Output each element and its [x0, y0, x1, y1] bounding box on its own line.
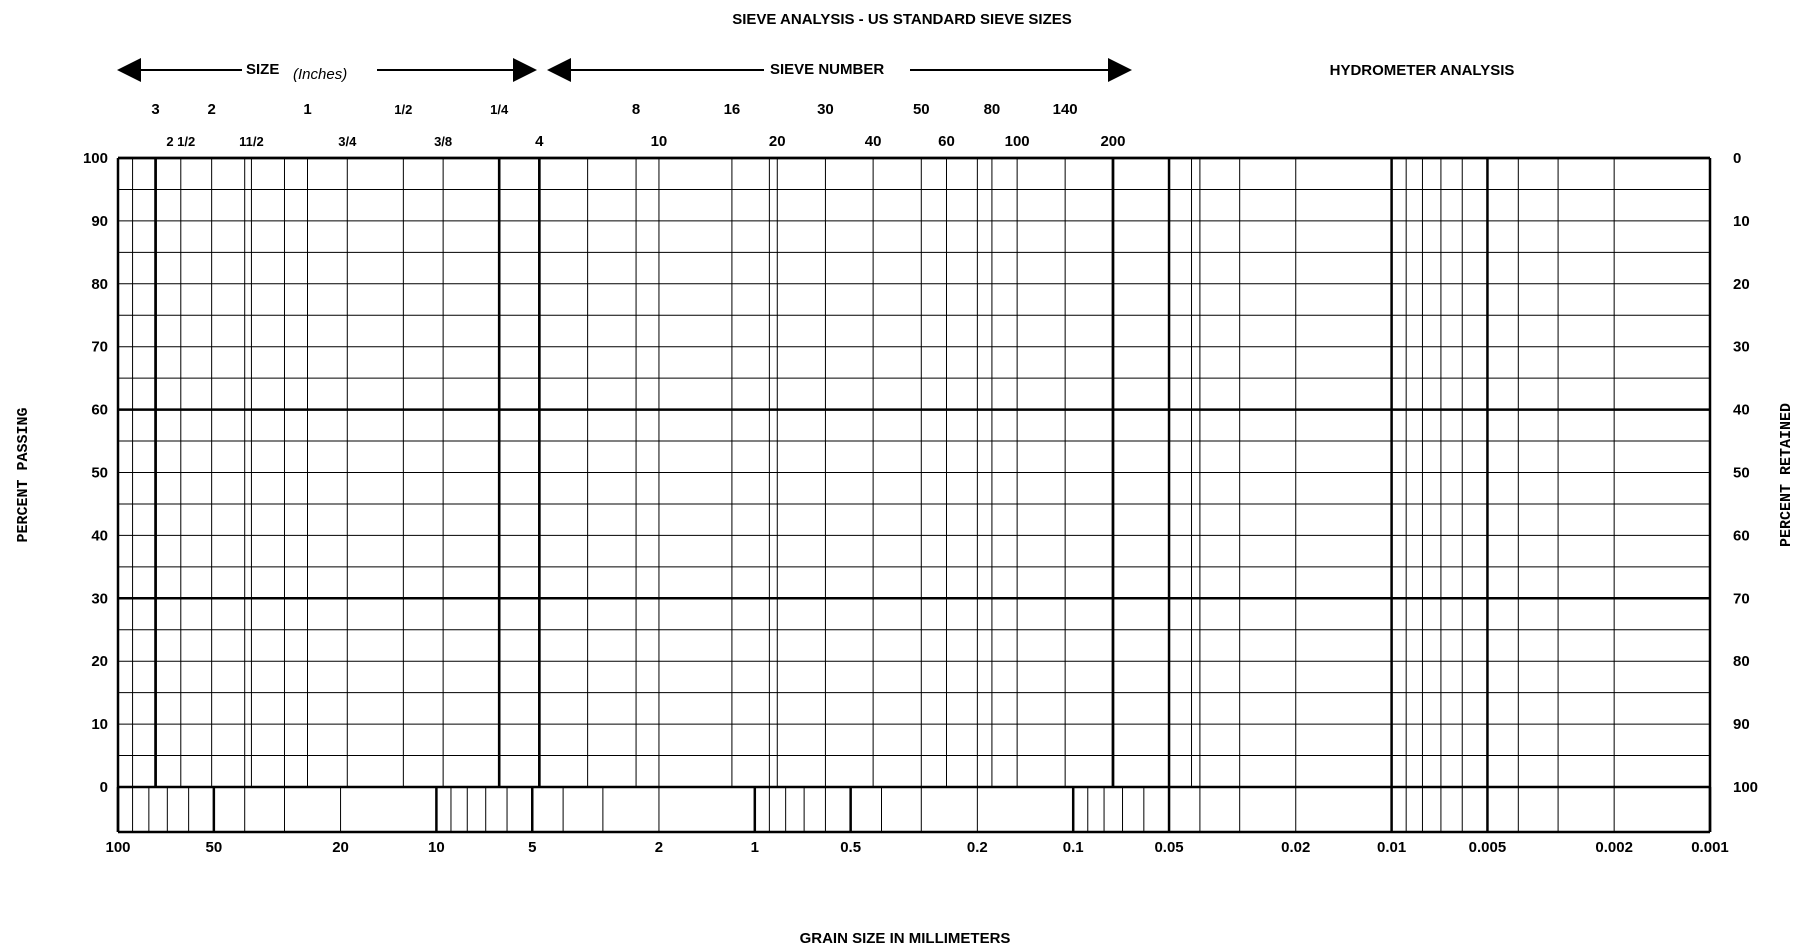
- inch-size-label: 1/4: [490, 102, 509, 117]
- x-tick-label: 0.001: [1691, 839, 1729, 856]
- inch-size-label: 2: [207, 101, 215, 118]
- size-arrow-right-head: [513, 58, 537, 82]
- inch-size-label: 1: [303, 101, 311, 118]
- y-tick-label-right: 30: [1733, 339, 1750, 356]
- sieve-number-label: 10: [651, 133, 668, 150]
- sieve-number-label: 20: [769, 133, 786, 150]
- y-tick-label-right: 80: [1733, 653, 1750, 670]
- inch-size-label: 2 1/2: [166, 134, 195, 149]
- y-tick-label-left: 90: [91, 213, 108, 230]
- sieve-number-label: 30: [817, 101, 834, 118]
- y-axis-title-right: PERCENT RETAINED: [1778, 403, 1795, 547]
- x-tick-label: 0.5: [840, 839, 861, 856]
- size-inches-header: SIZE (Inches): [117, 58, 537, 83]
- y-tick-label-left: 40: [91, 527, 108, 544]
- size-header-label: SIZE: [246, 61, 279, 78]
- y-tick-label-left: 70: [91, 339, 108, 356]
- inch-size-label: 3/4: [338, 134, 357, 149]
- size-arrow-left-head: [117, 58, 141, 82]
- y-tick-label-left: 60: [91, 402, 108, 419]
- sieve-number-label: 100: [1005, 133, 1030, 150]
- y-tick-label-left: 30: [91, 590, 108, 607]
- x-tick-label: 0.2: [967, 839, 988, 856]
- y-tick-label-right: 20: [1733, 276, 1750, 293]
- x-tick-label: 1: [751, 839, 759, 856]
- sieve-number-label: 8: [632, 101, 640, 118]
- inch-size-label: 3/8: [434, 134, 452, 149]
- y-tick-label-right: 70: [1733, 590, 1750, 607]
- y-axis-title-left: PERCENT PASSING: [15, 407, 32, 542]
- x-tick-label: 0.01: [1377, 839, 1406, 856]
- sieve-number-header: SIEVE NUMBER: [547, 58, 1132, 82]
- y-tick-label-left: 20: [91, 653, 108, 670]
- inch-size-label: 3: [151, 101, 159, 118]
- sieve-number-label: 80: [984, 101, 1001, 118]
- sieve-number-label: 40: [865, 133, 882, 150]
- sieve-arrow-right-head: [1108, 58, 1132, 82]
- y-tick-label-right: 50: [1733, 465, 1750, 482]
- x-tick-label: 0.05: [1154, 839, 1183, 856]
- sieve-number-label: 16: [724, 101, 741, 118]
- y-tick-label-left: 50: [91, 465, 108, 482]
- y-tick-label-right: 100: [1733, 779, 1758, 796]
- y-tick-label-left: 10: [91, 716, 108, 733]
- hydrometer-header-label: HYDROMETER ANALYSIS: [1330, 62, 1515, 79]
- sieve-header-label: SIEVE NUMBER: [770, 61, 884, 78]
- x-tick-label: 0.1: [1063, 839, 1084, 856]
- x-tick-label: 20: [332, 839, 349, 856]
- sieve-arrow-left-head: [547, 58, 571, 82]
- chart-title: SIEVE ANALYSIS - US STANDARD SIEVE SIZES: [732, 11, 1072, 28]
- y-tick-label-left: 80: [91, 276, 108, 293]
- y-tick-label-right: 60: [1733, 527, 1750, 544]
- y-tick-label-right: 90: [1733, 716, 1750, 733]
- x-tick-label: 0.005: [1469, 839, 1507, 856]
- x-tick-label: 10: [428, 839, 445, 856]
- x-tick-label: 0.002: [1595, 839, 1633, 856]
- inch-size-label: 1/2: [394, 102, 412, 117]
- y-tick-label-right: 10: [1733, 213, 1750, 230]
- size-header-unit: (Inches): [293, 66, 347, 83]
- sieve-number-label: 200: [1100, 133, 1125, 150]
- x-tick-label: 50: [206, 839, 223, 856]
- y-tick-label-right: 0: [1733, 150, 1741, 167]
- sieve-number-label: 4: [535, 133, 544, 150]
- inch-size-label: 11/2: [239, 134, 264, 149]
- chart-grid: [116, 156, 1712, 834]
- x-axis-title: GRAIN SIZE IN MILLIMETERS: [800, 930, 1011, 946]
- y-tick-label-right: 40: [1733, 402, 1750, 419]
- sieve-number-label: 60: [938, 133, 955, 150]
- x-tick-label: 2: [655, 839, 663, 856]
- y-tick-label-left: 0: [100, 779, 108, 796]
- x-tick-label: 0.02: [1281, 839, 1310, 856]
- x-tick-label: 100: [105, 839, 130, 856]
- y-tick-label-left: 100: [83, 150, 108, 167]
- sieve-number-label: 140: [1053, 101, 1078, 118]
- sieve-number-label: 50: [913, 101, 930, 118]
- chart-labels: 1009080706050403020100010203040506070809…: [83, 101, 1758, 856]
- x-tick-label: 5: [528, 839, 536, 856]
